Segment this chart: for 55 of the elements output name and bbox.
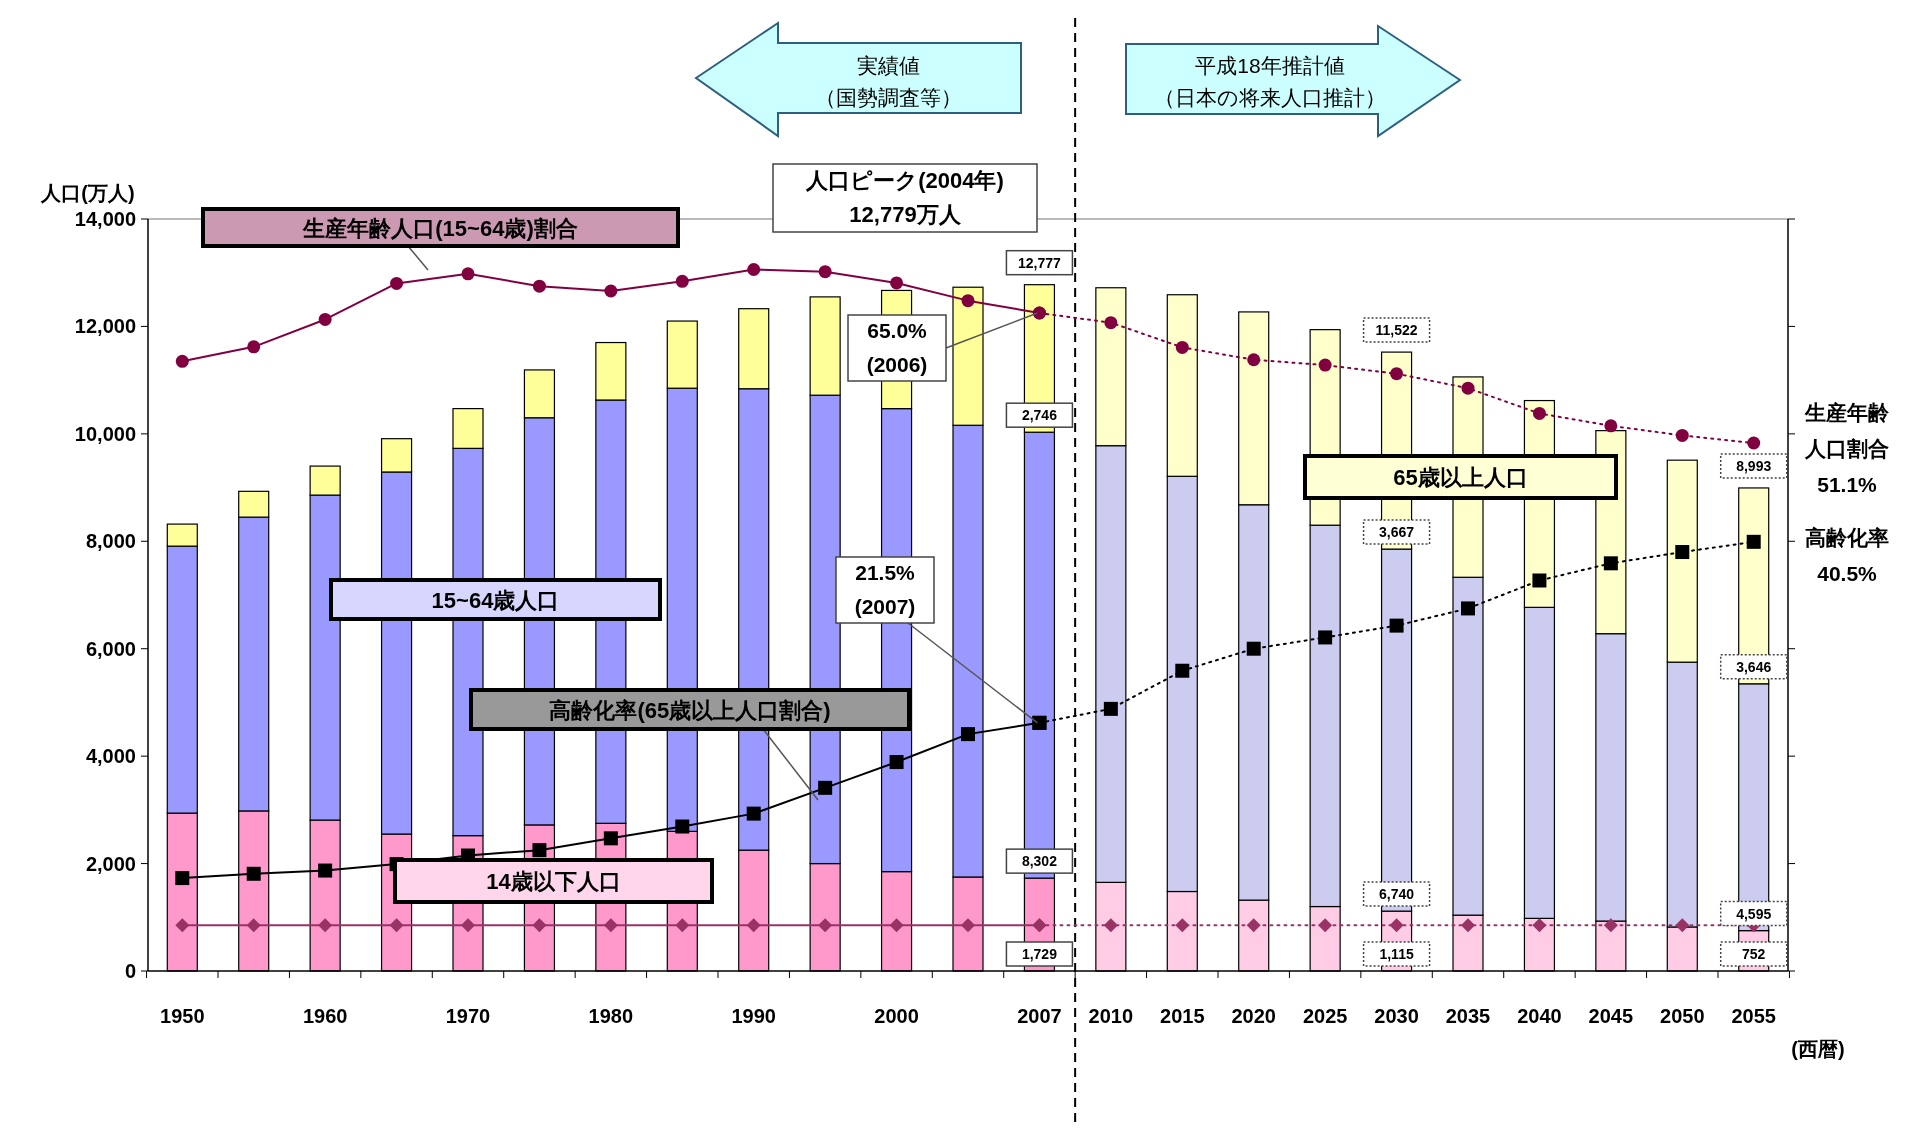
data-label: 6,740 — [1379, 886, 1415, 903]
x-tick-label: 2030 — [1374, 1005, 1419, 1027]
data-label: 2,746 — [1021, 407, 1058, 424]
x-tick-label: 1960 — [302, 1005, 348, 1027]
y-tick-label: 6,000 — [85, 637, 136, 660]
data-label: 1,115 — [1379, 946, 1414, 962]
x-tick-label: 2035 — [1445, 1005, 1491, 1027]
y-tick-label: 12,000 — [74, 315, 136, 338]
total-label: 12,777 — [1018, 254, 1062, 271]
text: （日本の将来人口推計） — [1154, 86, 1386, 109]
text: 高齢化率(65歳以上人口割合) — [549, 697, 831, 723]
y-tick-label: 8,000 — [85, 530, 136, 553]
text: 高齢化率 — [1805, 526, 1889, 549]
x-tick-label: 2045 — [1588, 1005, 1634, 1027]
series-label: 15~64歳人口 — [431, 587, 560, 613]
y-tick-label: 0 — [124, 960, 136, 982]
y-tick-label: 2,000 — [85, 852, 136, 875]
total-label: 11,522 — [1375, 322, 1418, 339]
x-axis-title: (西暦) — [1791, 1038, 1845, 1060]
x-tick-label: 2007 — [1017, 1005, 1062, 1027]
x-tick-label: 2015 — [1160, 1005, 1205, 1027]
series-label: 65歳以上人口 — [1393, 465, 1528, 490]
annotation: 65.0% (2006) — [866, 319, 928, 376]
data-label: 3,667 — [1379, 524, 1415, 541]
x-tick-label: 2050 — [1660, 1005, 1705, 1027]
y-tick-label: 10,000 — [74, 422, 136, 445]
annotation: 人口ピーク(2004年) 12,779万人 — [805, 168, 1004, 227]
annotation: 21.5% (2007) — [854, 561, 916, 618]
series-label: 14歳以下人口 — [486, 869, 621, 894]
data-label: 1,729 — [1021, 946, 1058, 962]
x-tick-label: 2040 — [1517, 1005, 1562, 1027]
data-label: 8,302 — [1021, 853, 1058, 870]
y-tick-label: 14,000 — [74, 208, 136, 230]
text: 実績値 — [856, 54, 920, 77]
y-axis-title: 人口(万人) — [40, 182, 135, 204]
x-tick-label: 1950 — [160, 1005, 205, 1027]
x-tick-label: 1980 — [588, 1005, 634, 1027]
x-tick-label: 2025 — [1302, 1005, 1348, 1027]
text: （国勢調査等） — [814, 86, 962, 109]
x-tick-label: 1970 — [445, 1005, 491, 1027]
text: 40.5% — [1817, 562, 1878, 585]
total-label: 8,993 — [1736, 457, 1772, 474]
x-tick-label: 2000 — [874, 1005, 919, 1027]
data-label: 4,595 — [1736, 905, 1772, 922]
data-label: 3,646 — [1736, 658, 1772, 675]
y-tick-label: 4,000 — [85, 745, 136, 768]
x-tick-label: 2020 — [1231, 1005, 1276, 1027]
data-label: 752 — [1742, 946, 1766, 962]
text: 平成18年推計値 — [1195, 54, 1345, 77]
text: 生産年齢人口割合 — [1804, 401, 1890, 460]
text: 51.1% — [1817, 473, 1878, 496]
text: 生産年齢人口(15~64歳)割合 — [302, 215, 578, 241]
x-tick-label: 1990 — [731, 1005, 776, 1027]
x-tick-label: 2010 — [1088, 1005, 1134, 1027]
x-tick-label: 2055 — [1731, 1005, 1776, 1027]
